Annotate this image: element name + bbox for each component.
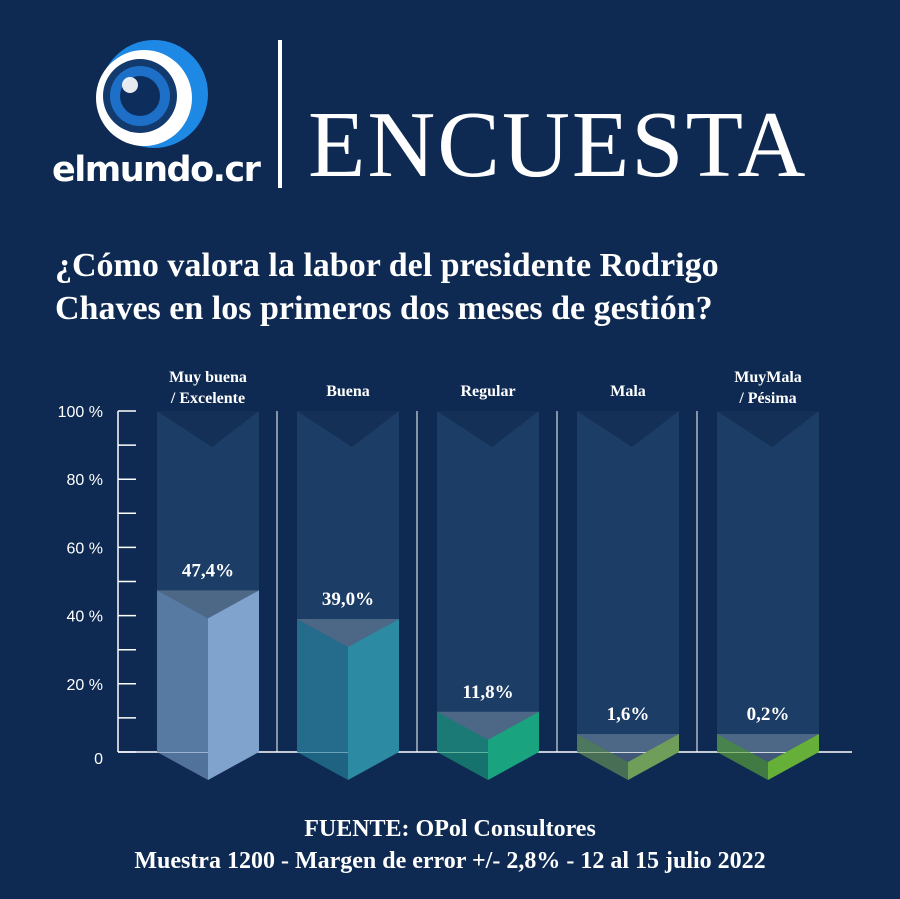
bar-chart: 0 20 % 40 % 60 % 80 % 100 % 47,4% Muy buena / E… — [58, 369, 852, 780]
y-tick-label: 100 % — [58, 404, 103, 421]
bar-value-label: 11,8% — [462, 682, 513, 703]
elmundo-logo-icon — [96, 40, 208, 148]
bar-left-face — [717, 734, 768, 780]
bar-left-face — [437, 711, 488, 780]
bar — [717, 734, 819, 780]
header-divider — [278, 40, 282, 188]
category-label: Muy buena — [169, 369, 247, 386]
bar-labels: 47,4% Muy buena / Excelente 39,0% Buena 11,8%… — [169, 369, 802, 725]
brand-name: elmundo.cr — [52, 150, 261, 190]
category-label: Buena — [326, 383, 370, 400]
question-line-1: ¿Cómo valora la labor del presidente Rod… — [55, 247, 719, 284]
category-label: MuyMala — [734, 369, 802, 386]
bar — [297, 619, 399, 780]
bar-left-face — [297, 619, 348, 780]
y-tick-label: 0 — [94, 751, 103, 768]
bar-value-label: 47,4% — [182, 560, 234, 581]
bar — [577, 734, 679, 780]
bar-left-face — [577, 734, 628, 780]
bar-top-face — [297, 619, 399, 648]
y-tick-label: 80 % — [67, 472, 103, 489]
bar-right-face — [488, 711, 539, 780]
y-tick-label: 40 % — [67, 609, 103, 626]
bar-right-face — [628, 734, 679, 780]
survey-question: ¿Cómo valora la labor del presidente Rod… — [55, 244, 875, 330]
bar-top-face — [717, 734, 819, 762]
y-tick-label: 20 % — [67, 677, 103, 694]
category-label: Mala — [610, 383, 646, 400]
bar-track — [437, 411, 539, 752]
category-label: Regular — [460, 383, 515, 400]
bars — [157, 411, 819, 780]
bar — [437, 711, 539, 780]
bar-track-top — [717, 411, 819, 447]
category-label: / Pésima — [738, 390, 796, 407]
source-line: FUENTE: OPol Consultores — [304, 816, 596, 842]
footer: FUENTE: OPol Consultores Muestra 1200 - … — [0, 813, 900, 877]
bar-top-face — [577, 734, 679, 762]
bar-right-face — [768, 734, 819, 780]
bar-value-label: 39,0% — [322, 589, 374, 610]
y-tick-label: 60 % — [67, 540, 103, 557]
bar-track-top — [577, 411, 679, 447]
category-label: / Excelente — [170, 390, 245, 407]
bar-track-top — [437, 411, 539, 447]
bar-right-face — [348, 619, 399, 780]
bar-right-face — [208, 590, 259, 780]
bar-track-top — [297, 411, 399, 447]
headline: ENCUESTA — [308, 93, 808, 197]
bar-track — [717, 411, 819, 752]
bar-value-label: 0,2% — [747, 704, 790, 725]
question-line-2: Chaves en los primeros dos meses de gest… — [55, 290, 713, 327]
bar-top-face — [437, 711, 539, 740]
bar-left-face — [157, 590, 208, 780]
bar — [157, 590, 259, 780]
bar-value-label: 1,6% — [607, 704, 650, 725]
bar-top-face — [157, 590, 259, 619]
details-line: Muestra 1200 - Margen de error +/- 2,8% … — [134, 848, 766, 874]
bar-track — [577, 411, 679, 752]
bar-track-top — [157, 411, 259, 447]
